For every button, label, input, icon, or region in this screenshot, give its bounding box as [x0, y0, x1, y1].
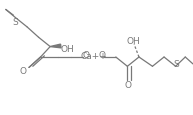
- Text: S: S: [13, 17, 18, 26]
- Text: Ca++: Ca++: [80, 51, 107, 60]
- Text: O: O: [98, 51, 105, 60]
- Text: O: O: [20, 67, 27, 76]
- Text: O: O: [83, 51, 90, 60]
- Text: OH: OH: [126, 37, 140, 46]
- Polygon shape: [50, 45, 61, 48]
- Text: O: O: [125, 80, 132, 89]
- Text: OH: OH: [61, 45, 74, 54]
- Text: S: S: [174, 59, 179, 68]
